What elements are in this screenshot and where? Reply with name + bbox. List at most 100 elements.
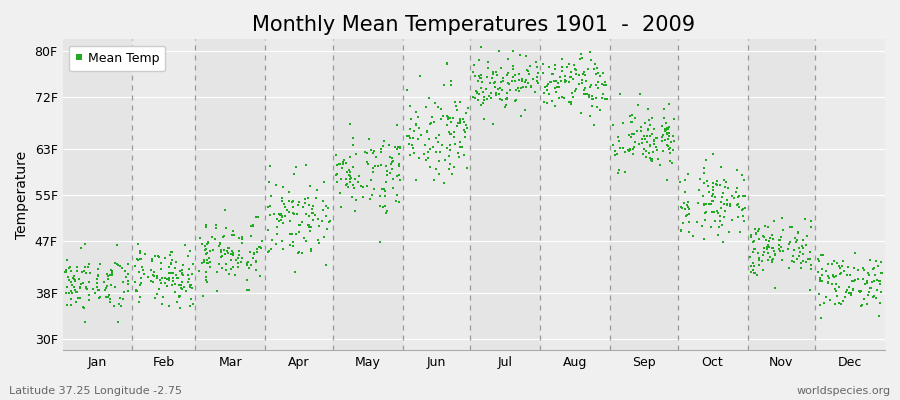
Mean Temp <box>592 73 607 80</box>
Mean Temp <box>528 89 543 96</box>
Mean Temp <box>453 120 467 126</box>
Mean Temp <box>491 48 506 55</box>
Mean Temp <box>585 96 599 102</box>
Mean Temp <box>357 148 372 155</box>
Mean Temp <box>696 193 710 199</box>
Mean Temp <box>612 138 626 144</box>
Mean Temp <box>346 164 360 170</box>
Mean Temp <box>390 122 404 128</box>
Mean Temp <box>682 206 697 212</box>
Mean Temp <box>453 116 467 122</box>
Mean Temp <box>302 228 317 234</box>
Mean Temp <box>512 88 526 94</box>
Mean Temp <box>309 195 323 201</box>
Mean Temp <box>78 285 93 291</box>
Mean Temp <box>834 262 849 269</box>
Mean Temp <box>582 94 597 100</box>
Mean Temp <box>274 238 289 244</box>
Mean Temp <box>698 179 712 186</box>
Mean Temp <box>530 64 544 70</box>
Mean Temp <box>860 301 874 308</box>
Mean Temp <box>225 252 239 258</box>
Mean Temp <box>121 278 135 284</box>
Mean Temp <box>666 147 680 153</box>
Mean Temp <box>752 226 766 232</box>
Mean Temp <box>468 72 482 79</box>
Mean Temp <box>761 257 776 263</box>
Mean Temp <box>675 220 689 226</box>
Mean Temp <box>59 302 74 308</box>
Mean Temp <box>851 267 866 273</box>
Mean Temp <box>868 272 882 278</box>
Mean Temp <box>299 211 313 217</box>
Mean Temp <box>547 102 562 109</box>
Mean Temp <box>422 164 436 170</box>
Mean Temp <box>164 248 178 255</box>
Mean Temp <box>473 102 488 108</box>
Mean Temp <box>310 187 324 193</box>
Mean Temp <box>746 260 760 266</box>
Mean Temp <box>343 173 357 179</box>
Mean Temp <box>58 268 73 275</box>
Mean Temp <box>461 105 475 112</box>
Mean Temp <box>456 119 471 126</box>
Mean Temp <box>870 262 885 269</box>
Mean Temp <box>682 210 697 217</box>
Mean Temp <box>347 176 362 182</box>
Mean Temp <box>65 290 79 296</box>
Mean Temp <box>410 136 425 142</box>
Mean Temp <box>134 280 148 286</box>
Mean Temp <box>263 212 277 218</box>
Mean Temp <box>72 276 86 282</box>
Mean Temp <box>572 81 586 87</box>
Mean Temp <box>284 241 298 248</box>
Mean Temp <box>554 56 569 62</box>
Mean Temp <box>713 182 727 188</box>
Mean Temp <box>590 104 605 110</box>
Mean Temp <box>294 219 309 226</box>
Mean Temp <box>67 273 81 279</box>
Mean Temp <box>317 234 331 240</box>
Mean Temp <box>634 140 649 146</box>
Mean Temp <box>383 160 398 167</box>
Mean Temp <box>155 275 169 282</box>
Mean Temp <box>662 124 676 131</box>
Mean Temp <box>460 125 474 132</box>
Mean Temp <box>624 119 638 125</box>
Mean Temp <box>805 224 819 230</box>
Mean Temp <box>380 172 394 179</box>
Mean Temp <box>251 214 266 220</box>
Mean Temp <box>573 50 588 57</box>
Mean Temp <box>680 171 695 178</box>
Mean Temp <box>343 176 357 183</box>
Mean Temp <box>526 76 540 82</box>
Mean Temp <box>146 279 160 285</box>
Mean Temp <box>612 166 626 173</box>
Mean Temp <box>222 270 237 277</box>
Mean Temp <box>423 120 437 126</box>
Mean Temp <box>481 64 495 71</box>
Mean Temp <box>427 177 441 183</box>
Mean Temp <box>249 246 264 252</box>
Mean Temp <box>459 122 473 128</box>
Mean Temp <box>369 154 383 160</box>
Mean Temp <box>729 189 743 196</box>
Mean Temp <box>812 257 826 264</box>
Mean Temp <box>830 260 844 266</box>
Mean Temp <box>129 279 143 285</box>
Mean Temp <box>554 64 569 70</box>
Mean Temp <box>872 278 886 284</box>
Mean Temp <box>729 202 743 208</box>
Mean Temp <box>663 158 678 164</box>
Mean Temp <box>505 74 519 80</box>
Mean Temp <box>557 77 572 84</box>
Mean Temp <box>500 96 514 102</box>
Mean Temp <box>105 270 120 276</box>
Mean Temp <box>199 277 213 283</box>
Mean Temp <box>549 78 563 84</box>
Mean Temp <box>439 60 454 66</box>
Mean Temp <box>137 271 151 277</box>
Mean Temp <box>329 179 344 186</box>
Mean Temp <box>133 250 148 256</box>
Mean Temp <box>547 85 562 91</box>
